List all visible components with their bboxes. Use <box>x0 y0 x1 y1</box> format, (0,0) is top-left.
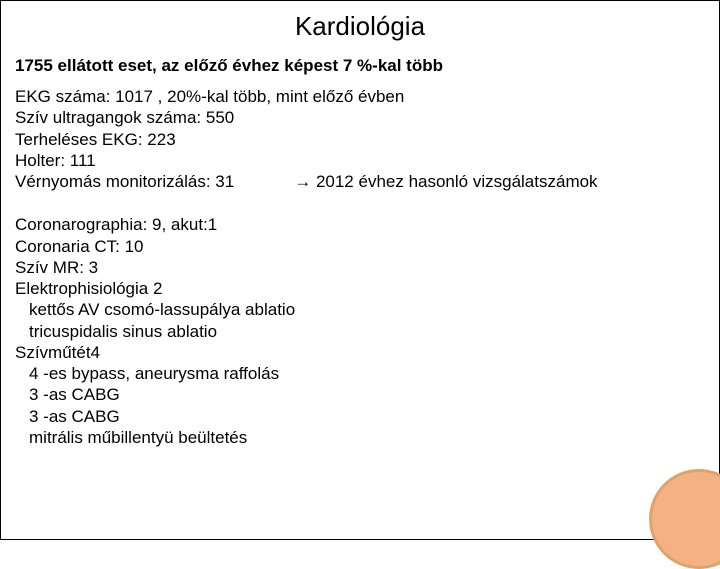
decorative-circle <box>649 469 720 569</box>
line-ep-sub1: kettős AV csomó-lassupálya ablatio <box>15 299 705 320</box>
line-coronaria-ct: Coronaria CT: 10 <box>15 236 705 257</box>
line-ep-sub2: tricuspidalis sinus ablatio <box>15 321 705 342</box>
line-ekg: EKG száma: 1017 , 20%-kal több, mint elő… <box>15 86 705 107</box>
line-stress-ekg: Terheléses EKG: 223 <box>15 129 705 150</box>
line-surgery-sub3: 3 -as CABG <box>15 406 705 427</box>
line-sziv-mr: Szív MR: 3 <box>15 257 705 278</box>
summary-subtitle: 1755 ellátott eset, az előző évhez képes… <box>1 50 719 86</box>
line-bp-left: Vérnyomás monitorizálás: 31 <box>15 171 234 192</box>
line-bp-row: Vérnyomás monitorizálás: 31 → 2012 évhez… <box>15 171 705 192</box>
line-elektrophisiologia: Elektrophisiológia 2 <box>15 278 705 299</box>
block-procedures: Coronarographia: 9, akut:1 Coronaria CT:… <box>15 214 705 448</box>
line-surgery-sub2: 3 -as CABG <box>15 384 705 405</box>
line-szivmutet: Szívműtét4 <box>15 342 705 363</box>
line-surgery-sub1: 4 -es bypass, aneurysma raffolás <box>15 363 705 384</box>
line-coronarographia: Coronarographia: 9, akut:1 <box>15 214 705 235</box>
line-holter: Holter: 111 <box>15 150 705 171</box>
line-surgery-sub4: mitrális műbillentyü beültetés <box>15 427 705 448</box>
line-ultra: Szív ultragangok száma: 550 <box>15 107 705 128</box>
line-bp-right: → 2012 évhez hasonló vizsgálatszámok <box>234 171 597 192</box>
content-area: EKG száma: 1017 , 20%-kal több, mint elő… <box>1 86 719 448</box>
page-title: Kardiológia <box>1 1 719 50</box>
block-exams: EKG száma: 1017 , 20%-kal több, mint elő… <box>15 86 705 192</box>
